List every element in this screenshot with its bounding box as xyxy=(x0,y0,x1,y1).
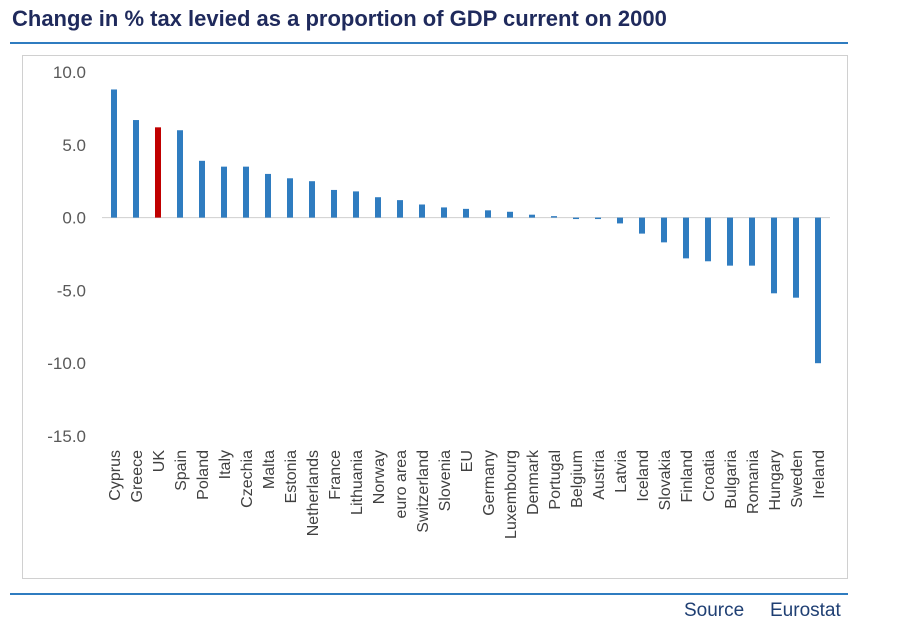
x-tick-label: Iceland xyxy=(635,450,652,502)
bar-spain xyxy=(177,130,183,218)
x-tick-label: Croatia xyxy=(701,450,718,502)
bar-switzerland xyxy=(419,204,425,218)
x-tick-label: euro area xyxy=(393,450,410,519)
bar-euro-area xyxy=(397,200,403,218)
bar-estonia xyxy=(287,178,293,218)
bar-austria xyxy=(595,217,601,220)
bar-finland xyxy=(683,217,689,259)
bar-belgium xyxy=(573,217,579,220)
bar-malta xyxy=(265,173,271,218)
y-tick-label: 5.0 xyxy=(62,136,86,155)
source-label: Source xyxy=(684,600,745,621)
bar-eu xyxy=(463,208,469,218)
x-tick-label: Finland xyxy=(679,450,696,502)
bar-romania xyxy=(749,217,755,266)
x-tick-label: Switzerland xyxy=(415,450,432,533)
source-value: Eurostat xyxy=(770,600,841,621)
bar-cyprus xyxy=(111,89,117,218)
x-tick-label: Germany xyxy=(481,450,498,516)
bar-sweden xyxy=(793,217,799,298)
bar-greece xyxy=(133,120,139,218)
x-tick-label: Hungary xyxy=(767,450,784,510)
bar-slovakia xyxy=(661,217,667,243)
x-tick-label: Cyprus xyxy=(107,450,124,501)
chart-frame xyxy=(22,55,848,579)
bar-lithuania xyxy=(353,191,359,218)
bar-hungary xyxy=(771,217,777,294)
x-tick-label: Ireland xyxy=(811,450,828,499)
x-tick-label: Spain xyxy=(173,450,190,491)
bar-portugal xyxy=(551,216,557,218)
x-tick-label: Latvia xyxy=(613,450,630,493)
chart-title: Change in % tax levied as a proportion o… xyxy=(12,6,667,31)
bar-latvia xyxy=(617,217,623,224)
bar-netherlands xyxy=(309,181,315,218)
bar-poland xyxy=(199,160,205,218)
x-tick-label: Luxembourg xyxy=(503,450,520,539)
x-tick-label: Greece xyxy=(129,450,146,503)
x-tick-label: UK xyxy=(151,450,168,473)
bar-iceland xyxy=(639,217,645,234)
bar-bulgaria xyxy=(727,217,733,266)
x-tick-label: Sweden xyxy=(789,450,806,508)
x-tick-label: Poland xyxy=(195,450,212,500)
x-tick-label: Czechia xyxy=(239,450,256,508)
bar-germany xyxy=(485,210,491,218)
bar-slovenia xyxy=(441,207,447,218)
x-tick-label: Malta xyxy=(261,450,278,489)
x-tick-label: Portugal xyxy=(547,450,564,510)
bar-ireland xyxy=(815,217,821,364)
x-tick-label: Netherlands xyxy=(305,450,322,536)
bar-italy xyxy=(221,166,227,218)
x-tick-label: France xyxy=(327,450,344,500)
y-tick-label: 0.0 xyxy=(62,209,86,228)
bars xyxy=(111,89,821,364)
bar-czechia xyxy=(243,166,249,218)
y-tick-label: 10.0 xyxy=(53,63,86,82)
x-tick-label: Bulgaria xyxy=(723,450,740,509)
bar-denmark xyxy=(529,214,535,218)
x-tick-label: Slovakia xyxy=(657,450,674,511)
x-axis-tick-labels: Cyprus Greece UK Spain Poland Italy Czechia Mal… xyxy=(107,449,828,539)
bar-france xyxy=(331,189,337,218)
y-tick-label: -10.0 xyxy=(47,354,86,373)
x-tick-label: Estonia xyxy=(283,450,300,503)
x-tick-label: Austria xyxy=(591,450,608,500)
x-tick-label: Italy xyxy=(217,450,234,479)
x-tick-label: Norway xyxy=(371,450,388,504)
bar-uk xyxy=(155,127,161,218)
bar-luxembourg xyxy=(507,211,513,218)
y-tick-label: -5.0 xyxy=(57,281,86,300)
x-tick-label: Belgium xyxy=(569,450,586,508)
x-tick-label: Denmark xyxy=(525,449,542,515)
bar-croatia xyxy=(705,217,711,262)
footer-divider xyxy=(10,593,848,595)
x-tick-label: Slovenia xyxy=(437,450,454,511)
y-tick-label: -15.0 xyxy=(47,427,86,446)
title-divider xyxy=(10,42,848,44)
bar-norway xyxy=(375,197,381,218)
y-axis-tick-labels: 10.0 5.0 0.0 -5.0 -10.0 -15.0 xyxy=(47,63,86,446)
x-tick-label: EU xyxy=(459,450,476,472)
x-tick-label: Romania xyxy=(745,450,762,514)
x-tick-label: Lithuania xyxy=(349,450,366,515)
